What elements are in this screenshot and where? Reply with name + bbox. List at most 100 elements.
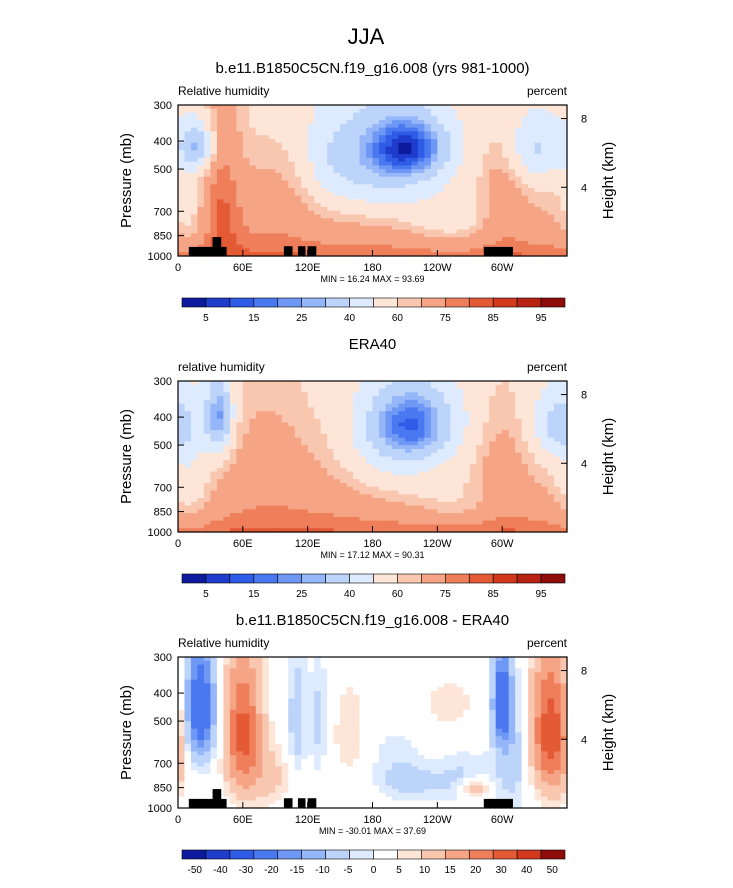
heatmap-cell — [184, 411, 192, 416]
heatmap-cell — [314, 105, 322, 110]
panel-title: ERA40 — [349, 336, 397, 353]
heatmap-cell — [288, 501, 296, 507]
heatmap-cell — [391, 471, 400, 476]
heatmap-cell — [437, 437, 445, 443]
heatmap-cell — [450, 150, 458, 155]
heatmap-cell — [463, 146, 471, 151]
heatmap-cell — [495, 105, 503, 110]
heatmap-cell — [560, 414, 568, 420]
heatmap-cell — [560, 210, 568, 216]
heatmap-cell — [301, 184, 309, 189]
heatmap-cell — [307, 490, 315, 495]
heatmap-cell — [502, 131, 510, 136]
heatmap-cell — [385, 471, 393, 476]
heatmap-cell — [249, 430, 257, 435]
heatmap-cell — [482, 448, 490, 454]
heatmap-cell — [456, 418, 464, 424]
heatmap-cell — [281, 229, 289, 234]
heatmap-cell — [450, 441, 458, 446]
heatmap-cell — [359, 460, 367, 465]
heatmap-cell — [281, 184, 289, 189]
heatmap-cell — [320, 426, 328, 431]
heatmap-cell — [534, 210, 542, 216]
heatmap-cell — [482, 233, 490, 238]
heatmap-cell — [430, 112, 438, 117]
heatmap-cell — [190, 233, 199, 238]
heatmap-cell — [288, 214, 296, 219]
heatmap-cell — [288, 524, 296, 529]
heatmap-cell — [307, 237, 315, 242]
heatmap-cell — [366, 214, 374, 219]
heatmap-cell — [430, 172, 438, 178]
heatmap-cell — [210, 524, 218, 529]
heatmap-cell — [404, 203, 412, 208]
heatmap-cell — [515, 501, 523, 507]
heatmap-cell — [333, 195, 341, 200]
heatmap-cell — [404, 172, 412, 178]
heatmap-cell — [255, 210, 263, 216]
colorbar-box — [349, 573, 374, 584]
heatmap-cell — [255, 482, 263, 488]
heatmap-cell — [463, 199, 471, 204]
heatmap-cell — [236, 486, 244, 492]
heatmap-cell — [327, 154, 335, 159]
heatmap-cell — [242, 222, 250, 227]
heatmap-cell — [346, 214, 354, 219]
heatmap-cell — [443, 524, 451, 529]
heatmap-cell — [528, 509, 536, 514]
heatmap-cell — [547, 657, 555, 662]
heatmap-cell — [443, 108, 451, 114]
heatmap-cell — [184, 131, 192, 136]
heatmap-cell — [528, 494, 536, 499]
heatmap-cell — [515, 482, 523, 488]
heatmap-cell — [476, 218, 484, 223]
heatmap-cell — [346, 381, 354, 386]
heatmap-cell — [437, 244, 445, 250]
heatmap-cell — [223, 206, 231, 212]
heatmap-cell — [203, 513, 212, 518]
heatmap-cell — [236, 403, 244, 409]
heatmap-cell — [515, 225, 523, 231]
heatmap-cell — [333, 210, 341, 216]
heatmap-cell — [424, 225, 432, 231]
heatmap-cell — [184, 176, 192, 182]
heatmap-cell — [216, 445, 224, 450]
heatmap-cell — [385, 146, 393, 151]
heatmap-cell — [249, 494, 257, 499]
colorbar-label: 60 — [392, 313, 404, 324]
heatmap-cell — [554, 206, 562, 212]
heatmap-cell — [314, 414, 322, 420]
heatmap-cell — [372, 657, 380, 662]
heatmap-cell — [294, 464, 302, 469]
heatmap-cell — [178, 252, 186, 257]
heatmap-cell — [411, 210, 419, 216]
heatmap-cell — [476, 448, 484, 454]
heatmap-cell — [223, 490, 231, 495]
heatmap-cell — [249, 411, 257, 416]
heatmap-cell — [327, 501, 335, 507]
heatmap-cell — [521, 498, 529, 503]
heatmap-cell — [366, 150, 374, 155]
heatmap-cell — [249, 422, 257, 427]
heatmap-cell — [482, 467, 490, 473]
heatmap-cell — [236, 433, 244, 439]
heatmap-cell — [210, 176, 218, 182]
heatmap-cell — [210, 108, 218, 114]
heatmap-cell — [197, 142, 205, 148]
heatmap-cell — [554, 218, 562, 223]
heatmap-cell — [262, 467, 270, 473]
heatmap-cell — [515, 222, 523, 227]
heatmap-cell — [411, 399, 419, 405]
heatmap-cell — [366, 112, 374, 117]
heatmap-cell — [359, 464, 367, 469]
heatmap-cell — [359, 448, 367, 454]
heatmap-cell — [417, 127, 425, 133]
heatmap-cell — [268, 225, 276, 231]
heatmap-cell — [178, 225, 186, 231]
heatmap-cell — [288, 199, 296, 204]
heatmap-cell — [424, 237, 432, 242]
heatmap-cell — [469, 486, 477, 492]
heatmap-cell — [372, 218, 380, 223]
heatmap-cell — [242, 180, 250, 185]
heatmap-cell — [463, 138, 471, 144]
